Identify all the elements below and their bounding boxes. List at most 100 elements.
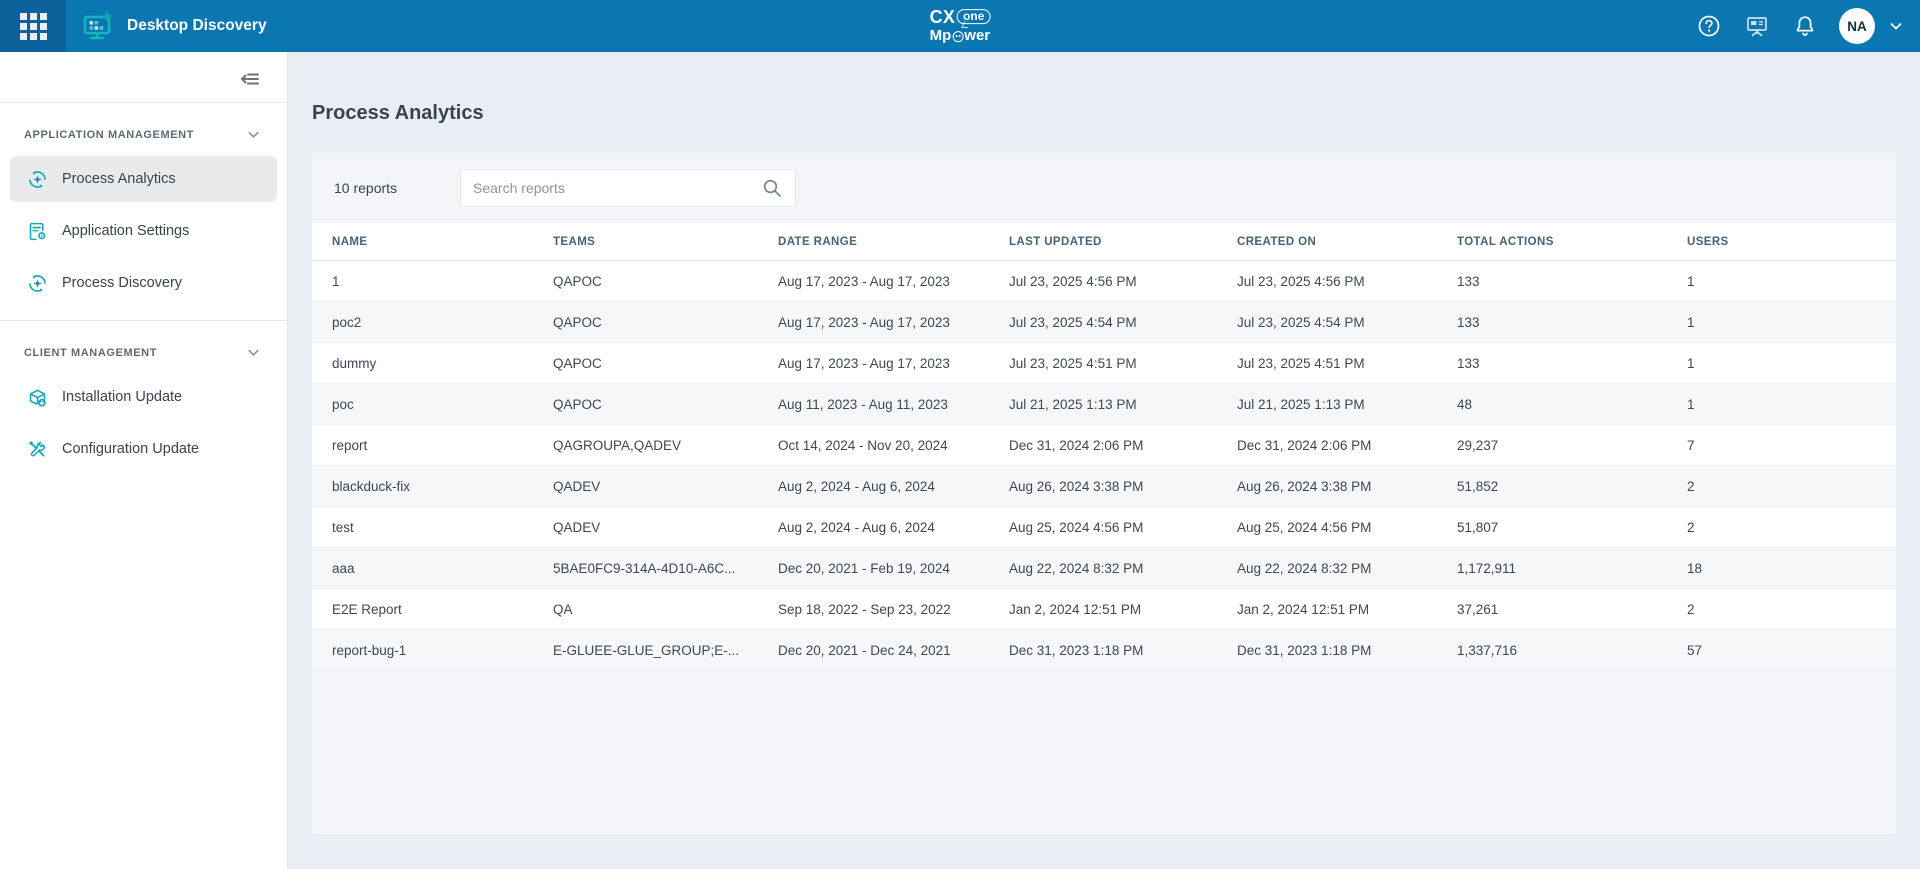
sidebar-item-installation-update[interactable]: Installation Update <box>10 374 277 420</box>
table-row[interactable]: E2E Report QA Sep 18, 2022 - Sep 23, 202… <box>312 589 1896 630</box>
sidebar-item-label: Configuration Update <box>62 441 200 457</box>
col-header-date-range[interactable]: DATE RANGE <box>778 235 858 248</box>
cell-name: blackduck-fix <box>332 478 411 494</box>
cell-users: 2 <box>1687 601 1695 617</box>
table-row[interactable]: dummy QAPOC Aug 17, 2023 - Aug 17, 2023 … <box>312 343 1896 384</box>
section-label: APPLICATION MANAGEMENT <box>24 128 195 141</box>
cell-users: 2 <box>1687 478 1695 494</box>
sidebar-divider <box>0 102 287 103</box>
logo-one-bubble: one <box>957 8 991 25</box>
reports-card: 10 reports NAME TEAMS DATE <box>312 153 1896 834</box>
table-row[interactable]: poc QAPOC Aug 11, 2023 - Aug 11, 2023 Ju… <box>312 384 1896 425</box>
cell-last-updated: Jul 21, 2025 1:13 PM <box>1009 396 1137 412</box>
cell-teams: QAPOC <box>553 314 602 330</box>
main-content: Process Analytics 10 reports <box>288 52 1920 869</box>
cell-date-range: Aug 17, 2023 - Aug 17, 2023 <box>778 355 950 371</box>
top-header-bar: Desktop Discovery CX one Mp wer <box>0 0 1920 52</box>
cell-name: 1 <box>332 273 340 289</box>
app-launcher-button[interactable] <box>0 0 66 52</box>
sidebar-item-process-discovery[interactable]: Process Discovery <box>10 260 277 306</box>
process-analytics-icon <box>26 168 48 190</box>
table-row[interactable]: 1 QAPOC Aug 17, 2023 - Aug 17, 2023 Jul … <box>312 261 1896 302</box>
sidebar-item-label: Process Discovery <box>62 275 183 291</box>
reports-toolbar: 10 reports <box>312 153 1896 223</box>
cell-total-actions: 37,261 <box>1457 601 1499 617</box>
cell-created-on: Jan 2, 2024 12:51 PM <box>1237 601 1370 617</box>
cell-name: poc <box>332 396 354 412</box>
cell-last-updated: Aug 25, 2024 4:56 PM <box>1009 519 1144 535</box>
cell-created-on: Jul 23, 2025 4:51 PM <box>1237 355 1365 371</box>
cell-last-updated: Dec 31, 2023 1:18 PM <box>1009 642 1144 658</box>
sidebar-item-configuration-update[interactable]: Configuration Update <box>10 426 277 472</box>
cell-users: 1 <box>1687 273 1695 289</box>
chevron-down-icon <box>248 349 259 356</box>
cell-created-on: Dec 31, 2023 1:18 PM <box>1237 642 1372 658</box>
desktop-discovery-logo-icon <box>82 10 114 42</box>
cell-teams: QAPOC <box>553 273 602 289</box>
cell-total-actions: 133 <box>1457 314 1480 330</box>
table-row[interactable]: report-bug-1 E-GLUEE-GLUE_GROUP;E-... De… <box>312 630 1896 671</box>
cell-teams: QAPOC <box>553 396 602 412</box>
cell-last-updated: Aug 22, 2024 8:32 PM <box>1009 560 1144 576</box>
table-row[interactable]: poc2 QAPOC Aug 17, 2023 - Aug 17, 2023 J… <box>312 302 1896 343</box>
cell-date-range: Dec 20, 2021 - Feb 19, 2024 <box>778 560 950 576</box>
cell-date-range: Aug 17, 2023 - Aug 17, 2023 <box>778 273 950 289</box>
cell-name: dummy <box>332 355 377 371</box>
cell-users: 1 <box>1687 314 1695 330</box>
table-row[interactable]: test QADEV Aug 2, 2024 - Aug 6, 2024 Aug… <box>312 507 1896 548</box>
col-header-last-updated[interactable]: LAST UPDATED <box>1009 235 1102 248</box>
col-header-name[interactable]: NAME <box>332 235 368 248</box>
cell-date-range: Aug 2, 2024 - Aug 6, 2024 <box>778 519 935 535</box>
process-discovery-icon <box>26 272 48 294</box>
logo-cx-text: CX <box>929 7 956 28</box>
cell-created-on: Jul 21, 2025 1:13 PM <box>1237 396 1365 412</box>
table-row[interactable]: aaa 5BAE0FC9-314A-4D10-A6C... Dec 20, 20… <box>312 548 1896 589</box>
sidebar-item-label: Installation Update <box>62 389 183 405</box>
page-title: Process Analytics <box>312 102 484 124</box>
col-header-created-on[interactable]: CREATED ON <box>1237 235 1317 248</box>
table-row[interactable]: report QAGROUPA,QADEV Oct 14, 2024 - Nov… <box>312 425 1896 466</box>
cell-name: test <box>332 519 354 535</box>
sidebar-collapse-icon[interactable] <box>239 68 261 90</box>
cell-total-actions: 48 <box>1457 396 1473 412</box>
sidebar-section-application-management[interactable]: APPLICATION MANAGEMENT <box>0 103 287 150</box>
app-title: Desktop Discovery <box>127 17 267 34</box>
cell-name: E2E Report <box>332 601 402 617</box>
chevron-down-icon[interactable] <box>1888 18 1904 34</box>
cell-teams: QA <box>553 601 573 617</box>
body-wrap: APPLICATION MANAGEMENT Process Analytics <box>0 52 1920 869</box>
col-header-users[interactable]: USERS <box>1687 235 1729 248</box>
cell-created-on: Jul 23, 2025 4:54 PM <box>1237 314 1365 330</box>
cell-teams: QAPOC <box>553 355 602 371</box>
search-input[interactable] <box>473 180 761 196</box>
cell-total-actions: 29,237 <box>1457 437 1499 453</box>
cell-date-range: Sep 18, 2022 - Sep 23, 2022 <box>778 601 951 617</box>
sidebar-item-application-settings[interactable]: Application Settings <box>10 208 277 254</box>
sidebar: APPLICATION MANAGEMENT Process Analytics <box>0 52 288 869</box>
cell-date-range: Aug 17, 2023 - Aug 17, 2023 <box>778 314 950 330</box>
notifications-bell-icon[interactable] <box>1792 13 1818 39</box>
chevron-down-icon <box>248 131 259 138</box>
help-icon[interactable] <box>1696 13 1722 39</box>
cell-users: 1 <box>1687 355 1695 371</box>
cell-last-updated: Aug 26, 2024 3:38 PM <box>1009 478 1144 494</box>
presentation-icon[interactable] <box>1743 12 1771 40</box>
col-header-total-actions[interactable]: TOTAL ACTIONS <box>1457 235 1554 248</box>
search-icon[interactable] <box>761 177 783 199</box>
avatar[interactable]: NA <box>1839 8 1875 44</box>
cell-date-range: Aug 2, 2024 - Aug 6, 2024 <box>778 478 935 494</box>
cell-date-range: Oct 14, 2024 - Nov 20, 2024 <box>778 437 948 453</box>
cell-total-actions: 133 <box>1457 355 1480 371</box>
col-header-teams[interactable]: TEAMS <box>553 235 596 248</box>
cell-teams: E-GLUEE-GLUE_GROUP;E-... <box>553 642 740 658</box>
sidebar-section-client-management[interactable]: CLIENT MANAGEMENT <box>0 321 287 368</box>
sidebar-item-process-analytics[interactable]: Process Analytics <box>10 156 277 202</box>
sidebar-divider <box>0 320 287 321</box>
table-row[interactable]: blackduck-fix QADEV Aug 2, 2024 - Aug 6,… <box>312 466 1896 507</box>
cell-created-on: Dec 31, 2024 2:06 PM <box>1237 437 1372 453</box>
cell-date-range: Aug 11, 2023 - Aug 11, 2023 <box>778 396 948 412</box>
cell-name: report-bug-1 <box>332 642 407 658</box>
reports-count: 10 reports <box>334 180 398 196</box>
top-actions: NA <box>1696 8 1920 44</box>
cell-total-actions: 51,807 <box>1457 519 1499 535</box>
